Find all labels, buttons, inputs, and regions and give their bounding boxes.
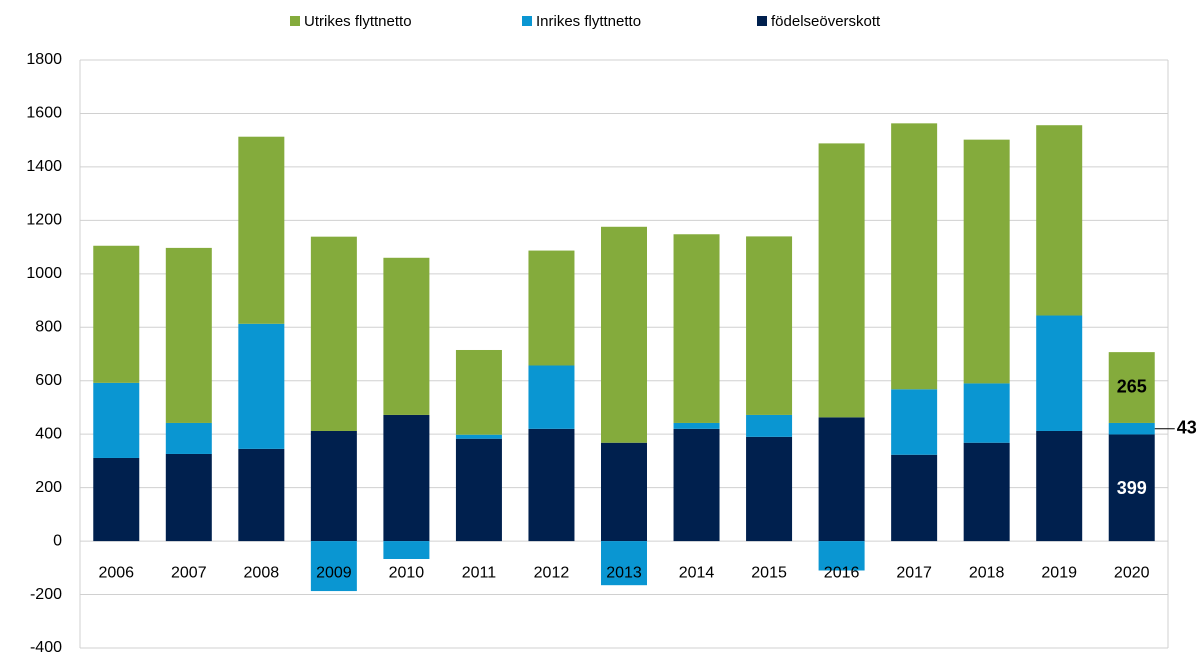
bar-segment <box>455 434 502 439</box>
bar-segment <box>165 422 212 454</box>
bar-segment <box>93 382 140 458</box>
x-tick-label: 2016 <box>824 564 860 581</box>
y-tick-label: 1400 <box>26 158 62 175</box>
bar-segment <box>963 442 1010 542</box>
legend-label: Inrikes flyttnetto <box>536 13 641 30</box>
bar-segment <box>963 139 1010 384</box>
x-tick-label: 2019 <box>1041 564 1077 581</box>
legend-swatch <box>757 16 767 26</box>
bar-segment <box>1108 352 1155 423</box>
bar-segment <box>673 428 720 542</box>
bar-segment <box>528 365 575 429</box>
x-tick-label: 2012 <box>534 564 570 581</box>
bar-segment <box>891 454 938 542</box>
y-tick-label: -200 <box>30 586 62 603</box>
bar-segment <box>310 430 357 542</box>
x-tick-label: 2015 <box>751 564 787 581</box>
x-tick-label: 2008 <box>244 564 280 581</box>
bar-segment <box>963 383 1010 443</box>
bar-segment <box>818 417 865 542</box>
bar-segment <box>818 541 865 571</box>
y-tick-label: 1600 <box>26 105 62 122</box>
y-tick-label: -400 <box>30 639 62 655</box>
x-tick-label: 2007 <box>171 564 207 581</box>
bar-segment <box>746 436 793 542</box>
x-tick-label: 2011 <box>462 564 497 581</box>
bar-segment <box>165 247 212 423</box>
bar-segment <box>93 245 140 383</box>
bar-segment <box>746 236 793 415</box>
y-tick-label: 0 <box>53 532 62 549</box>
bar-segment <box>528 250 575 366</box>
bar-segment <box>673 234 720 423</box>
legend-label: Utrikes flyttnetto <box>304 13 412 30</box>
bar-segment <box>746 414 793 437</box>
bar-segment <box>818 143 865 418</box>
bar-segment <box>1036 315 1083 431</box>
legend-swatch <box>290 16 300 26</box>
value-label: 43 <box>1177 417 1197 437</box>
x-tick-label: 2017 <box>896 564 932 581</box>
bar-segment <box>1036 125 1083 316</box>
bar-segment <box>673 422 720 429</box>
bar-segment <box>601 226 647 443</box>
x-tick-label: 2013 <box>606 564 642 581</box>
bar-segment <box>383 414 430 542</box>
bar-segment <box>310 236 357 431</box>
y-tick-label: 1000 <box>26 265 62 282</box>
bar-segment <box>1036 430 1083 542</box>
y-tick-label: 1200 <box>26 212 62 229</box>
x-tick-label: 2010 <box>389 564 425 581</box>
x-tick-label: 2018 <box>969 564 1005 581</box>
bar-segment <box>455 438 502 542</box>
bar-segment <box>455 349 502 435</box>
legend-swatch <box>522 16 532 26</box>
x-tick-label: 2020 <box>1114 564 1150 581</box>
bar-segment <box>238 323 285 449</box>
bar-segment <box>1108 434 1155 542</box>
y-tick-label: 600 <box>35 372 62 389</box>
bar-segment <box>238 448 285 542</box>
bar-segment <box>891 389 938 455</box>
bar-segment <box>383 257 430 415</box>
bar-segment <box>601 442 647 542</box>
x-tick-label: 2006 <box>98 564 134 581</box>
y-tick-label: 200 <box>35 479 62 496</box>
bar-segment <box>1108 422 1155 435</box>
value-label: 399 <box>1117 478 1147 498</box>
bar-segment <box>601 541 647 586</box>
legend-label: födelseöverskott <box>771 13 881 30</box>
bar-segment <box>383 541 430 559</box>
y-tick-label: 800 <box>35 318 62 335</box>
bar-segment <box>310 541 357 592</box>
y-tick-label: 1800 <box>26 51 62 68</box>
x-tick-label: 2014 <box>679 564 715 581</box>
value-label: 265 <box>1117 376 1147 396</box>
bar-segment <box>891 123 938 390</box>
bar-segment <box>528 428 575 542</box>
bar-segment <box>93 457 140 542</box>
bar-segment <box>165 453 212 542</box>
x-tick-label: 2009 <box>316 564 352 581</box>
y-tick-label: 400 <box>35 425 62 442</box>
bar-segment <box>238 136 285 324</box>
